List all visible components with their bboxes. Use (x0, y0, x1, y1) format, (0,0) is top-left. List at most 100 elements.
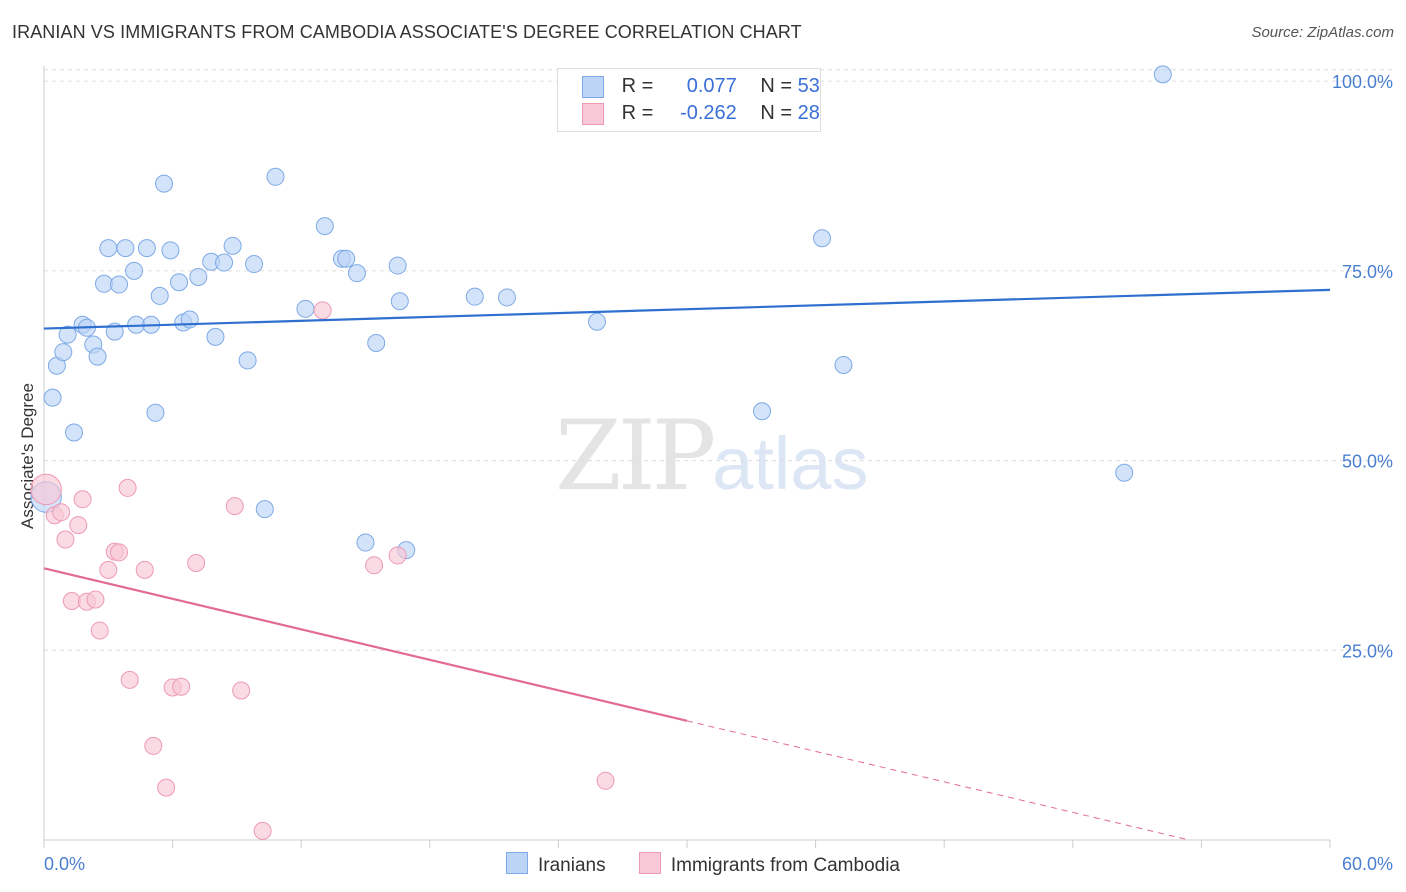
point-iranians (245, 255, 264, 274)
point-cambodia (388, 546, 407, 565)
x-tick-label: 60.0% (1342, 854, 1393, 874)
point-cambodia (313, 301, 332, 320)
y-tick-label: 50.0% (1342, 452, 1393, 472)
point-iranians (43, 388, 62, 407)
point-cambodia (187, 554, 206, 573)
point-iranians (155, 174, 174, 193)
point-cambodia (118, 478, 137, 497)
y-tick-label: 25.0% (1342, 641, 1393, 661)
point-iranians (99, 239, 118, 258)
x-tick-label: 0.0% (44, 854, 85, 874)
legend-label-cambodia: Immigrants from Cambodia (670, 855, 900, 876)
point-cambodia (365, 556, 384, 575)
point-cambodia (62, 591, 81, 610)
point-iranians (54, 343, 73, 362)
point-iranians (390, 292, 409, 311)
point-iranians (337, 249, 356, 268)
point-cambodia (225, 497, 244, 516)
point-iranians (161, 241, 180, 260)
trend-line-cambodia (43, 567, 688, 722)
trend-line-cambodia-extension (686, 720, 1190, 841)
legend-r-label: R = (621, 102, 654, 124)
axes (43, 66, 1331, 848)
legend-label-iranians: Iranians (537, 855, 606, 876)
legend-n-value: 28 (797, 102, 820, 124)
point-iranians (110, 275, 129, 294)
point-cambodia (135, 560, 154, 579)
legend-row-iranians: R = 0.077 N = 53 (582, 75, 820, 101)
point-cambodia (120, 670, 139, 689)
point-iranians (238, 351, 257, 370)
point-iranians (95, 274, 114, 293)
point-cambodia (157, 778, 176, 797)
point-iranians (150, 286, 169, 305)
point-iranians (137, 239, 156, 258)
chart-title: IRANIAN VS IMMIGRANTS FROM CAMBODIA ASSO… (12, 22, 802, 42)
point-iranians (58, 325, 77, 344)
point-cambodia (110, 543, 129, 562)
legend-swatch-iranians (505, 852, 528, 874)
point-cambodia (86, 590, 105, 609)
stats-legend: R = 0.077 N = 53 R = -0.262 N = 28 (557, 68, 821, 132)
point-iranians (367, 333, 386, 352)
point-cambodia (99, 560, 118, 579)
watermark-atlas: atlas (712, 422, 869, 505)
point-iranians (146, 403, 165, 422)
point-cambodia (90, 621, 109, 640)
point-cambodia (232, 681, 251, 700)
watermark-zip: ZIP (555, 400, 716, 512)
source-credit: Source: ZipAtlas.com (1251, 24, 1394, 41)
point-iranians (1115, 463, 1134, 482)
point-iranians (125, 261, 144, 280)
point-iranians (315, 217, 334, 236)
legend-n-value: 53 (797, 75, 820, 97)
point-iranians (296, 299, 315, 318)
point-cambodia (253, 821, 272, 840)
point-iranians (813, 229, 832, 248)
point-iranians (356, 533, 375, 552)
point-iranians (223, 236, 242, 255)
legend-row-cambodia: R = -0.262 N = 28 (582, 102, 820, 128)
point-iranians (189, 267, 208, 286)
point-iranians (834, 355, 853, 374)
legend-swatch-cambodia (638, 852, 661, 874)
trend-line-iranians (43, 288, 1331, 330)
point-cambodia (52, 503, 71, 522)
point-cambodia (56, 530, 75, 549)
point-iranians (388, 256, 407, 275)
y-tick-label: 75.0% (1342, 262, 1393, 282)
legend-item-cambodia[interactable]: Immigrants from Cambodia (638, 852, 900, 877)
point-iranians (170, 273, 189, 292)
point-cambodia (73, 490, 92, 509)
trend-lines (43, 288, 1331, 841)
legend-r-value: 0.077 (686, 75, 737, 97)
point-iranians (753, 402, 772, 421)
point-iranians (116, 239, 135, 258)
point-iranians (266, 167, 285, 186)
series-legend: Iranians Immigrants from Cambodia (0, 852, 1406, 877)
point-iranians (497, 288, 516, 307)
point-cambodia (596, 771, 615, 790)
point-cambodia (30, 473, 62, 506)
legend-swatch-iranians (582, 75, 604, 98)
legend-r-label: R = (621, 75, 654, 97)
point-iranians (88, 347, 107, 366)
point-iranians (347, 264, 366, 283)
legend-n-label: N = (760, 102, 793, 124)
data-points (30, 65, 1172, 840)
legend-r-value: -0.262 (680, 102, 737, 124)
watermark: ZIPatlas (555, 400, 869, 512)
point-iranians (206, 327, 225, 346)
legend-n-label: N = (760, 75, 793, 97)
tick-labels: 100.0% 75.0% 50.0% 25.0% 0.0% 60.0% (44, 72, 1393, 874)
point-iranians (587, 312, 606, 331)
legend-swatch-cambodia (582, 102, 604, 125)
y-tick-label: 100.0% (1332, 72, 1393, 92)
point-iranians (465, 287, 484, 306)
point-cambodia (144, 736, 163, 755)
point-iranians (1153, 65, 1172, 84)
point-iranians (215, 253, 234, 272)
legend-item-iranians[interactable]: Iranians (505, 852, 606, 877)
point-iranians (65, 423, 84, 442)
